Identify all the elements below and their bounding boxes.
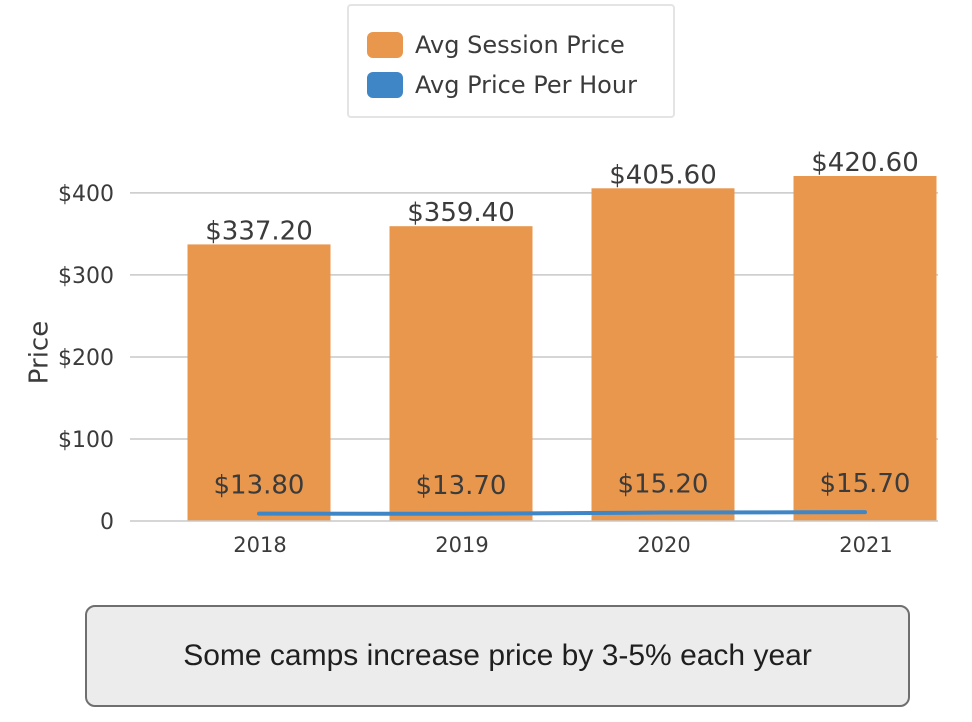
bar-2019 [389,226,533,521]
bar-2021 [793,176,937,521]
bar-2018 [187,244,331,521]
note-callout: Some camps increase price by 3-5% each y… [85,605,910,707]
bar-2020 [591,188,735,522]
bar-value-label-2021: $420.60 [811,148,919,178]
y-tick-label: $200 [58,346,114,371]
legend-item-hour[interactable]: Avg Price Per Hour [367,71,637,99]
y-tick-label: $100 [58,428,114,453]
line-price-per-hour [257,510,867,516]
y-tick-label: 0 [100,510,114,535]
line-value-label-2018: $13.80 [214,471,305,501]
legend-swatch-session [367,32,403,58]
x-tick-label: 2021 [839,533,892,557]
x-tick-label: 2019 [435,533,488,557]
x-tick-label: 2018 [233,533,286,557]
legend-label-session: Avg Session Price [415,31,625,59]
y-tick-label: $300 [58,264,114,289]
x-tick-label: 2020 [637,533,690,557]
y-axis-title: Price [25,321,55,384]
bar-value-label-2018: $337.20 [205,216,313,246]
legend-label-hour: Avg Price Per Hour [415,71,637,99]
legend: Avg Session Price Avg Price Per Hour [347,4,675,118]
legend-item-session[interactable]: Avg Session Price [367,31,625,59]
bar-value-label-2020: $405.60 [609,160,717,190]
line-value-label-2021: $15.70 [820,469,911,499]
legend-swatch-hour [367,72,403,98]
line-value-label-2020: $15.20 [618,470,709,500]
y-tick-label: $400 [58,182,114,207]
bar-value-label-2019: $359.40 [407,198,515,228]
line-value-label-2019: $13.70 [416,471,507,501]
